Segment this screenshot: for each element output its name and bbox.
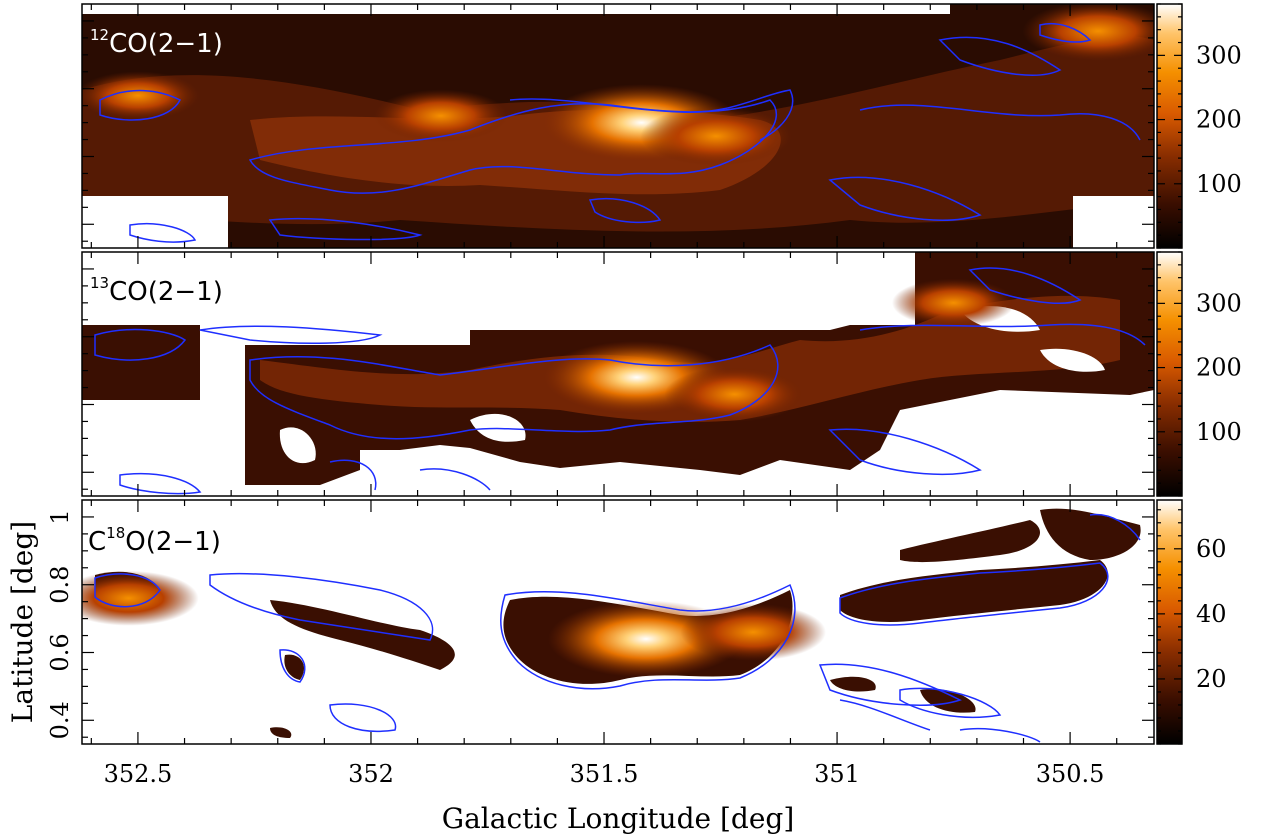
panel-13co-label: 13CO(2−1) — [90, 274, 223, 307]
colorbar-tick-label: 100 — [1196, 418, 1242, 446]
panel-13co-contours — [94, 267, 1146, 495]
emission-peak — [891, 278, 1016, 328]
y-tick-label: 0.8 — [46, 566, 74, 604]
emission-peak — [82, 570, 199, 626]
panel-12co-blank-right — [1073, 196, 1154, 248]
x-tick-label: 352 — [348, 760, 394, 788]
x-axis: 352.5 352 351.5 351 350.5 — [90, 4, 1118, 788]
emission-peak — [664, 366, 805, 422]
x-tick-label: 351 — [814, 760, 860, 788]
y-tick-label: 0.6 — [46, 633, 74, 671]
panel-12co-contours — [99, 23, 1141, 243]
panel-12co-label-sup: 12 — [90, 26, 109, 44]
colorbar-tick-label: 300 — [1196, 41, 1242, 69]
panel-12co-colorbar — [1156, 3, 1183, 249]
panel-c18o: C18O(2−1) 20 40 60 — [81, 499, 1227, 745]
x-tick-label: 352.5 — [104, 760, 173, 788]
panel-c18o-label-sup: 18 — [106, 524, 125, 542]
panel-c18o-label: C18O(2−1) — [88, 524, 221, 557]
y-axis-title: Latitude [deg] — [6, 521, 39, 723]
y-tick-label: 0.4 — [46, 701, 74, 739]
panel-13co: 13CO(2−1) 100 200 300 — [81, 251, 1242, 497]
panel-c18o-colorbar — [1156, 499, 1183, 745]
x-axis-title: Galactic Longitude [deg] — [442, 802, 795, 835]
emission-peak — [640, 106, 792, 166]
x-tick-label: 350.5 — [1036, 760, 1105, 788]
emission-peak — [373, 89, 509, 143]
emission-peak — [1022, 4, 1154, 61]
panel-12co-label: 12CO(2−1) — [90, 26, 223, 59]
colorbar-tick-label: 200 — [1196, 106, 1242, 134]
colorbar-tick-label: 300 — [1196, 289, 1242, 317]
panel-13co-label-sup: 13 — [90, 274, 109, 292]
panel-13co-colorbar — [1156, 251, 1183, 497]
panel-12co-blank-top — [82, 4, 950, 14]
panel-c18o-contours — [94, 513, 1141, 743]
y-axis: 0.4 0.6 0.8 1 — [46, 20, 1154, 739]
colorbar-tick-label: 40 — [1196, 600, 1227, 628]
colorbar-tick-label: 60 — [1196, 535, 1227, 563]
emission-peak — [680, 603, 826, 661]
emission-peak — [82, 71, 200, 120]
colorbar-tick-label: 20 — [1196, 665, 1227, 693]
y-tick-label: 1 — [46, 509, 74, 524]
colorbar-tick-label: 200 — [1196, 354, 1242, 382]
panel-13co-label-text: CO(2−1) — [109, 277, 223, 307]
panel-12co-blank-left — [82, 196, 228, 248]
panel-13co-emission-core — [260, 295, 1120, 422]
panel-c18o-label-pre: C — [88, 527, 106, 557]
panel-12co-label-text: CO(2−1) — [109, 29, 223, 59]
panel-c18o-label-text: O(2−1) — [125, 527, 221, 557]
colorbar-tick-label: 100 — [1196, 170, 1242, 198]
x-tick-label: 351.5 — [570, 760, 639, 788]
panel-12co: 12CO(2−1) 100 200 300 — [81, 3, 1242, 249]
